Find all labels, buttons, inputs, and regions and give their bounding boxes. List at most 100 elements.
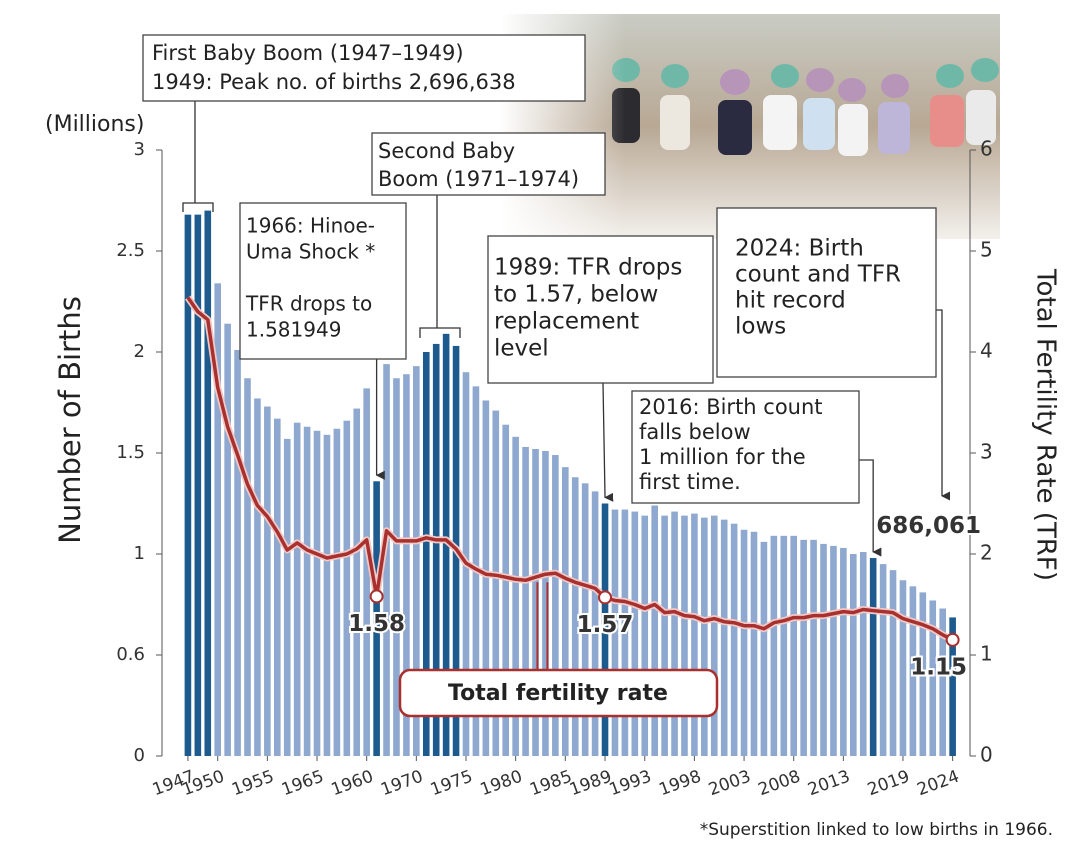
- bar: [482, 400, 490, 756]
- annotation-text: 1.581949: [246, 318, 341, 342]
- annotation-box: [239, 202, 407, 360]
- x-tick-label: 2019: [865, 767, 912, 801]
- x-tick-label: 1975: [428, 767, 475, 801]
- connector: [182, 101, 214, 212]
- y-tick-label: 2.5: [116, 240, 145, 261]
- y-tick-label: 1: [134, 543, 145, 564]
- bar: [204, 210, 212, 757]
- bar: [184, 214, 192, 756]
- bar: [333, 428, 341, 756]
- annotation-box: [142, 34, 586, 102]
- data-label: 1.57: [577, 612, 634, 638]
- annotation-text: first time.: [639, 470, 741, 494]
- bar: [273, 418, 281, 756]
- annotation-text: 1989: TFR drops: [494, 255, 682, 281]
- bar: [631, 511, 639, 756]
- bar: [760, 541, 768, 756]
- bar: [919, 592, 927, 756]
- data-label: 686,061: [876, 513, 981, 539]
- annotation-box: [631, 390, 860, 504]
- y2-tick-label: 1: [980, 642, 993, 666]
- y-tick-label: 2: [134, 341, 145, 362]
- bar: [909, 586, 917, 756]
- bar: [850, 554, 857, 756]
- bar: [552, 455, 559, 756]
- x-tick-label: 1993: [607, 767, 654, 801]
- bar: [234, 349, 241, 756]
- bar: [859, 551, 867, 756]
- bar: [353, 408, 361, 756]
- bar: [800, 539, 807, 756]
- bar: [313, 430, 321, 756]
- x-tick-label: 1998: [656, 767, 703, 801]
- bar: [571, 477, 579, 756]
- annotation-text: replacement: [494, 309, 639, 335]
- annotation-text: 1966: Hinoe-: [246, 214, 375, 238]
- bar: [790, 535, 798, 756]
- bar: [740, 529, 748, 756]
- bar: [383, 364, 390, 756]
- annotation-text: hit record: [735, 288, 846, 314]
- legend-pointer: [536, 582, 549, 670]
- annotation-text: 2024: Birth: [735, 236, 864, 262]
- bar: [710, 515, 718, 756]
- bar: [869, 558, 877, 756]
- annotation-box: [716, 207, 937, 378]
- bar: [671, 511, 678, 756]
- x-tick-label: 1955: [229, 767, 276, 801]
- annotation-text: lows: [735, 314, 786, 340]
- bar: [403, 374, 410, 756]
- bar: [323, 434, 331, 756]
- data-label: 1.15: [910, 654, 967, 680]
- annotation-text: Second Baby: [378, 139, 515, 163]
- connector: [602, 382, 614, 502]
- bar: [780, 535, 788, 756]
- y-tick-label: 0: [134, 745, 145, 766]
- point: [369, 589, 384, 604]
- connector: [936, 309, 951, 501]
- bar: [393, 378, 400, 756]
- annotation-text: TFR drops to: [245, 292, 372, 316]
- data-label: 1.58: [348, 611, 405, 637]
- bar: [492, 410, 500, 756]
- bar: [770, 535, 778, 756]
- bar: [929, 600, 937, 756]
- bar: [611, 509, 619, 756]
- bar: [691, 513, 698, 756]
- legend-box: [398, 668, 719, 718]
- bar: [601, 503, 609, 756]
- bar: [581, 483, 589, 756]
- line: [186, 296, 954, 642]
- y-tick-label: 3: [134, 139, 145, 160]
- bar: [621, 509, 629, 756]
- annotation-text: Boom (1971–1974): [378, 167, 579, 191]
- x-tick-label: 1980: [478, 767, 525, 801]
- y-tick-label: 0.6: [116, 644, 145, 665]
- bar: [701, 517, 708, 756]
- y2-tick-label: 0: [980, 743, 993, 767]
- y-tick-label: 1.5: [116, 442, 145, 463]
- bar: [373, 481, 380, 756]
- bar: [939, 608, 946, 756]
- bar: [244, 378, 251, 756]
- bar: [661, 515, 668, 756]
- annotation-box: [487, 235, 714, 384]
- annotation-text: to 1.57, below: [494, 282, 658, 308]
- x-tick-label: 2003: [706, 767, 753, 801]
- annotation-text: falls below: [639, 420, 751, 444]
- x-tick-label: 2013: [805, 767, 852, 801]
- bar: [214, 283, 222, 756]
- bar: [413, 366, 420, 756]
- bar: [820, 543, 827, 756]
- bar: [303, 426, 311, 756]
- bar: [264, 406, 271, 756]
- annotation-text: 1 million for the: [639, 445, 806, 469]
- x-tick-label: 2024: [915, 767, 962, 801]
- bar: [720, 519, 728, 756]
- bar: [750, 531, 758, 756]
- x-tick-label: 2008: [756, 767, 803, 801]
- bar: [224, 323, 231, 756]
- bar: [889, 570, 897, 756]
- bar: [283, 438, 291, 756]
